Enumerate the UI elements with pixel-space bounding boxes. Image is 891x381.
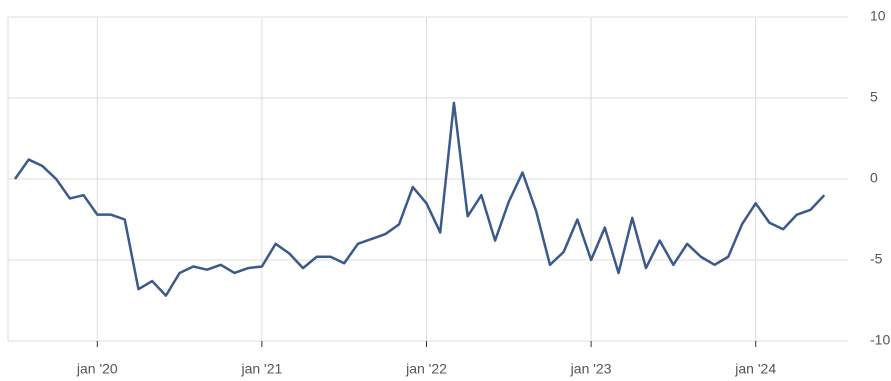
y-tick-label: -5 <box>870 251 883 267</box>
y-tick-label: 10 <box>870 8 886 24</box>
y-tick-label: 5 <box>870 89 878 105</box>
y-tick-label: -10 <box>870 332 890 348</box>
x-tick-label: jan '20 <box>76 361 118 377</box>
x-tick-label: jan '23 <box>570 361 612 377</box>
x-tick-label: jan '24 <box>734 361 776 377</box>
y-tick-label: 0 <box>870 170 878 186</box>
x-tick-label: jan '21 <box>240 361 282 377</box>
x-tick-label: jan '22 <box>405 361 447 377</box>
line <box>13 101 826 297</box>
